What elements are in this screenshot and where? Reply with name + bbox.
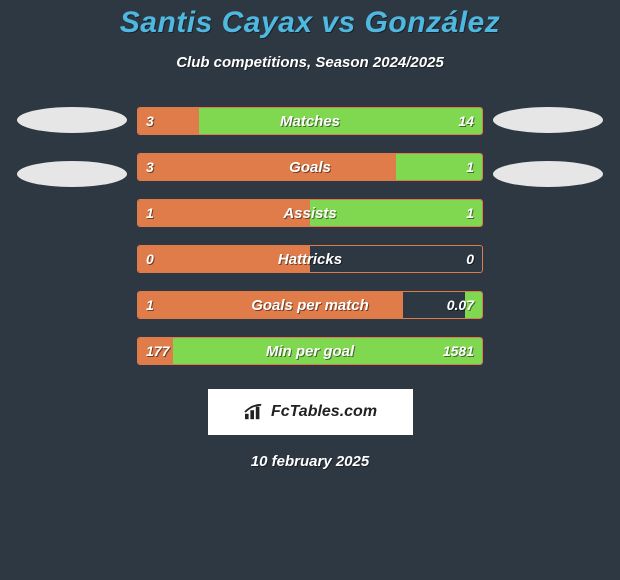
stat-row: 0Hattricks0 [137, 245, 483, 273]
right-avatar-col [483, 107, 613, 215]
chart-area: 3Matches143Goals11Assists10Hattricks01Go… [0, 107, 620, 383]
stat-value-right: 0.07 [447, 292, 474, 318]
source-badge-text: FcTables.com [271, 403, 377, 421]
avatar-placeholder [17, 107, 127, 133]
source-badge: FcTables.com [208, 389, 413, 435]
stat-label: Min per goal [138, 338, 482, 364]
stat-row: 3Goals1 [137, 153, 483, 181]
stat-value-right: 14 [458, 108, 474, 134]
stat-row: 3Matches14 [137, 107, 483, 135]
stat-value-right: 0 [466, 246, 474, 272]
stat-value-right: 1 [466, 154, 474, 180]
subtitle: Club competitions, Season 2024/2025 [176, 54, 444, 71]
left-avatar-col [7, 107, 137, 215]
stat-label: Matches [138, 108, 482, 134]
avatar-placeholder [17, 161, 127, 187]
stat-label: Hattricks [138, 246, 482, 272]
avatar-placeholder [493, 107, 603, 133]
stat-label: Goals [138, 154, 482, 180]
stat-row: 1Goals per match0.07 [137, 291, 483, 319]
stat-value-right: 1581 [443, 338, 474, 364]
chart-icon [243, 403, 265, 421]
stat-row: 177Min per goal1581 [137, 337, 483, 365]
stat-label: Assists [138, 200, 482, 226]
stat-value-right: 1 [466, 200, 474, 226]
bars-column: 3Matches143Goals11Assists10Hattricks01Go… [137, 107, 483, 383]
avatar-placeholder [493, 161, 603, 187]
comparison-infographic: Santis Cayax vs González Club competitio… [0, 0, 620, 580]
stat-label: Goals per match [138, 292, 482, 318]
page-title: Santis Cayax vs González [120, 6, 501, 40]
stat-row: 1Assists1 [137, 199, 483, 227]
footer-date: 10 february 2025 [251, 453, 369, 470]
